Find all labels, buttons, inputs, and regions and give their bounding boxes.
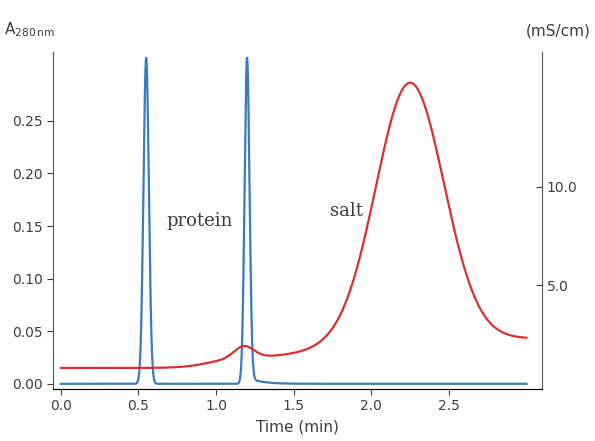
Text: (mS/cm): (mS/cm) [526, 24, 591, 39]
X-axis label: Time (min): Time (min) [256, 419, 339, 434]
Text: protein: protein [167, 212, 233, 230]
Text: A$_{\mathregular{280\,nm}}$: A$_{\mathregular{280\,nm}}$ [4, 20, 55, 39]
Text: salt: salt [330, 202, 363, 220]
